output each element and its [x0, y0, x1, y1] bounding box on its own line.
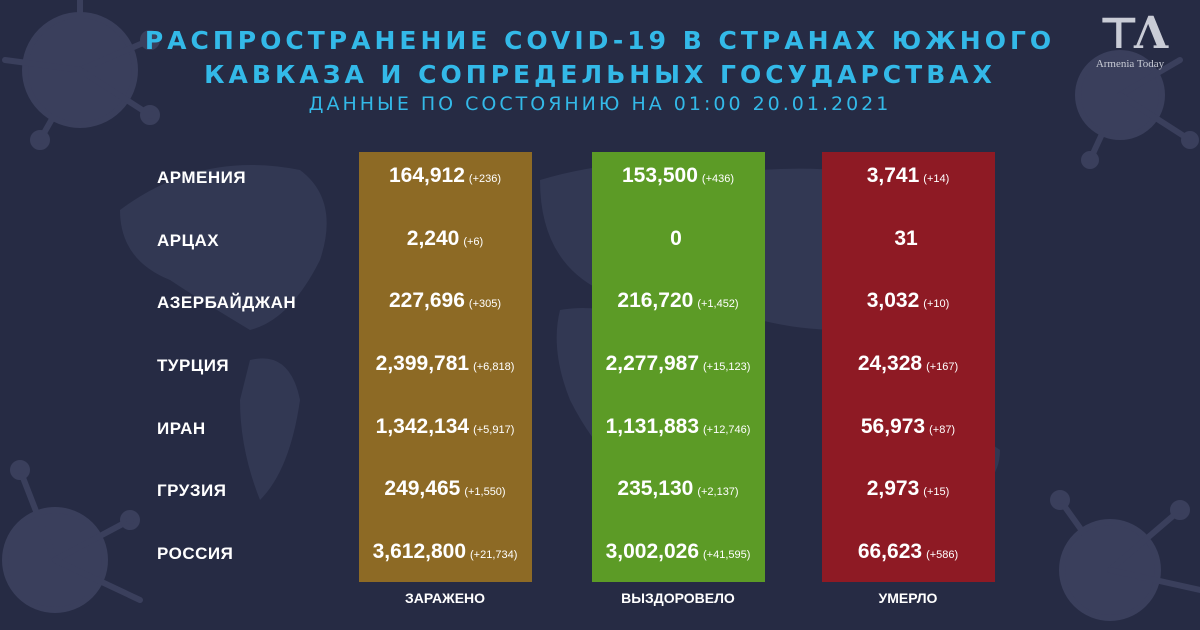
recovered-value: 235,130: [617, 477, 694, 500]
infected-value: 227,696: [388, 289, 465, 312]
recovered-cell: 2,277,987 (+15,123): [578, 352, 778, 376]
recovered-cell: 3,002,026 (+41,595): [578, 540, 778, 564]
infected-value: 249,465: [384, 477, 461, 500]
deaths-value: 3,032: [866, 289, 920, 312]
deaths-cell: 56,973 (+87): [808, 415, 1008, 439]
infected-cell: 227,696 (+305): [345, 289, 545, 313]
deaths-cell: 66,623 (+586): [808, 540, 1008, 564]
recovered-delta: (+15,123): [703, 361, 751, 373]
country-name: ТУРЦИЯ: [157, 356, 230, 375]
deaths-cell: 31: [808, 227, 1008, 251]
recovered-delta: (+41,595): [703, 549, 751, 561]
deaths-delta: (+14): [923, 173, 950, 185]
recovered-delta: (+12,746): [703, 424, 751, 436]
country-name: ИРАН: [157, 419, 206, 438]
recovered-value: 153,500: [621, 164, 698, 187]
recovered-value: 3,002,026: [605, 540, 700, 563]
recovered-value: 1,131,883: [605, 415, 700, 438]
infected-delta: (+236): [468, 173, 502, 185]
deaths-delta: (+87): [929, 424, 956, 436]
recovered-cell: 235,130 (+2,137): [578, 477, 778, 501]
infected-cell: 2,399,781 (+6,818): [345, 352, 545, 376]
infected-cell: 3,612,800 (+21,734): [345, 540, 545, 564]
table-row: РОССИЯ 3,612,800 (+21,734) 3,002,026 (+41,59…: [0, 540, 1200, 570]
recovered-delta: (+1,452): [697, 298, 739, 310]
infected-delta: (+6,818): [473, 361, 515, 373]
deaths-value: 24,328: [857, 352, 923, 375]
table-row: АРЦАХ 2,240 (+6) 0 31: [0, 227, 1200, 257]
deaths-cell: 3,741 (+14): [808, 164, 1008, 188]
country-name: РОССИЯ: [157, 544, 234, 563]
table-row: ТУРЦИЯ 2,399,781 (+6,818) 2,277,987 (+15,123…: [0, 352, 1200, 382]
infected-delta: (+1,550): [464, 486, 506, 498]
recovered-column: [592, 152, 765, 582]
deaths-delta: (+10): [923, 298, 950, 310]
logo-mark-icon: ⊤Λ: [1097, 8, 1168, 59]
deaths-value: 2,973: [866, 477, 920, 500]
infected-column: [359, 152, 532, 582]
recovered-value: 216,720: [617, 289, 694, 312]
table-row: АРМЕНИЯ 164,912 (+236) 153,500 (+436) 3,741 (+…: [0, 164, 1200, 194]
deaths-label: УМЕРЛО: [878, 590, 938, 606]
table-row: ГРУЗИЯ 249,465 (+1,550) 235,130 (+2,137) 2,97…: [0, 477, 1200, 507]
title-line-2: КАВКАЗА И СОПРЕДЕЛЬНЫХ ГОСУДАРСТВАХ: [204, 60, 996, 89]
recovered-value: 2,277,987: [605, 352, 700, 375]
country-name: АЗЕРБАЙДЖАН: [157, 293, 297, 312]
country-name: ГРУЗИЯ: [157, 481, 227, 500]
infected-cell: 164,912 (+236): [345, 164, 545, 188]
recovered-delta: (+436): [701, 173, 735, 185]
recovered-delta: (+2,137): [697, 486, 739, 498]
recovered-cell: 216,720 (+1,452): [578, 289, 778, 313]
recovered-cell: 0: [578, 227, 778, 251]
deaths-delta: (+167): [926, 361, 959, 373]
deaths-cell: 3,032 (+10): [808, 289, 1008, 313]
infected-delta: (+5,917): [473, 424, 515, 436]
infected-value: 2,240: [406, 227, 460, 250]
infected-cell: 2,240 (+6): [345, 227, 545, 251]
logo-text: Armenia Today: [1095, 58, 1165, 70]
infected-label: ЗАРАЖЕНО: [404, 590, 486, 606]
table-row: АЗЕРБАЙДЖАН 227,696 (+305) 216,720 (+1,452) 3…: [0, 289, 1200, 319]
infected-cell: 249,465 (+1,550): [345, 477, 545, 501]
deaths-cell: 2,973 (+15): [808, 477, 1008, 501]
recovered-cell: 1,131,883 (+12,746): [578, 415, 778, 439]
infected-value: 3,612,800: [372, 540, 467, 563]
deaths-cell: 24,328 (+167): [808, 352, 1008, 376]
deaths-value: 56,973: [860, 415, 926, 438]
infected-value: 164,912: [388, 164, 465, 187]
infected-delta: (+305): [468, 298, 502, 310]
country-name: АРМЕНИЯ: [157, 168, 247, 187]
table-row: ИРАН 1,342,134 (+5,917) 1,131,883 (+12,746) 5…: [0, 415, 1200, 445]
deaths-value: 66,623: [857, 540, 923, 563]
country-name: АРЦАХ: [157, 231, 220, 250]
infected-value: 1,342,134: [375, 415, 470, 438]
infected-cell: 1,342,134 (+5,917): [345, 415, 545, 439]
infected-delta: (+21,734): [470, 549, 518, 561]
infected-value: 2,399,781: [375, 352, 470, 375]
deaths-value: 31: [894, 227, 918, 250]
recovered-label: ВЫЗДОРОВЕЛО: [621, 590, 735, 606]
deaths-value: 3,741: [866, 164, 920, 187]
subtitle: ДАННЫЕ ПО СОСТОЯНИЮ НА 01:00 20.01.2021: [308, 93, 892, 115]
deaths-column: [822, 152, 995, 582]
recovered-cell: 153,500 (+436): [578, 164, 778, 188]
recovered-value: 0: [670, 227, 682, 250]
title-line-1: РАСПРОСТРАНЕНИЕ COVID-19 В СТРАНАХ ЮЖНОГ…: [144, 26, 1056, 55]
armenia-today-logo: ⊤Λ Armenia Today: [1084, 8, 1176, 71]
deaths-delta: (+15): [923, 486, 950, 498]
deaths-delta: (+586): [926, 549, 959, 561]
infected-delta: (+6): [463, 236, 484, 248]
